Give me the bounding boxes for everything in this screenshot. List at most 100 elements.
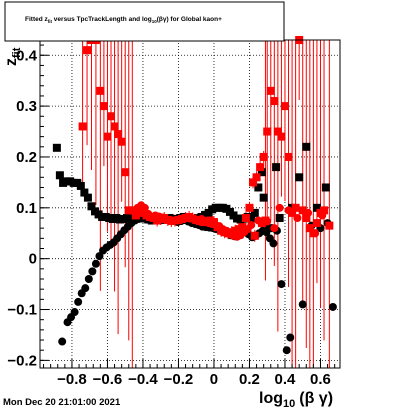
- data-point-square: [312, 203, 321, 212]
- data-point-square: [80, 188, 89, 197]
- data-point-circle: [304, 208, 313, 217]
- data-point-square: [273, 127, 282, 136]
- data-point-square: [325, 221, 334, 230]
- data-point-circle: [282, 346, 291, 355]
- data-point-square: [295, 173, 304, 182]
- y-tick-label: −0.2: [7, 352, 37, 369]
- data-point-circle: [254, 216, 263, 225]
- x-tick-label: −0.2: [164, 371, 194, 388]
- data-point-square: [52, 143, 61, 152]
- data-point-square: [107, 112, 116, 121]
- data-point-circle: [262, 228, 271, 237]
- data-point-circle: [298, 300, 307, 309]
- data-point-square: [238, 223, 247, 232]
- data-point-square: [263, 127, 272, 136]
- data-point-circle: [328, 302, 337, 311]
- x-tick-label: 0.2: [239, 371, 260, 388]
- y-tick-label: 0.3: [16, 98, 37, 115]
- data-point-square: [320, 206, 329, 215]
- data-point-square: [284, 152, 293, 161]
- data-point-circle: [286, 333, 295, 342]
- data-point-square: [250, 231, 259, 240]
- y-tick-label: 0: [29, 251, 37, 268]
- data-point-square: [264, 224, 273, 233]
- data-point-circle: [88, 267, 97, 276]
- data-point-square: [288, 208, 297, 217]
- x-tick-label: 0.4: [275, 371, 297, 388]
- data-point-square: [128, 206, 137, 215]
- data-point-square: [266, 86, 275, 95]
- data-point-square: [78, 122, 87, 131]
- data-point-square: [241, 213, 250, 222]
- data-point-circle: [284, 206, 293, 215]
- data-point-square: [131, 211, 140, 220]
- data-point-circle: [74, 297, 83, 306]
- data-point-circle: [81, 284, 90, 293]
- data-point-circle: [91, 259, 100, 268]
- data-point-square: [103, 132, 112, 141]
- data-point-square: [83, 193, 92, 202]
- data-point-circle: [311, 229, 320, 238]
- data-point-square: [277, 132, 286, 141]
- data-point-circle: [247, 221, 256, 230]
- data-point-circle: [293, 213, 302, 222]
- data-point-square: [87, 202, 96, 211]
- data-point-square: [272, 163, 281, 172]
- x-tick-label: −0.4: [128, 371, 158, 388]
- y-axis-title: zfit: [3, 47, 23, 66]
- data-point-square: [249, 178, 258, 187]
- chart-title: Fitted zfit versus TpcTrackLength and lo…: [25, 16, 222, 24]
- data-point-circle: [277, 280, 286, 289]
- data-point-square: [298, 206, 307, 215]
- data-point-square: [250, 208, 259, 217]
- data-point-square: [83, 46, 92, 55]
- y-tick-label: −0.1: [7, 302, 37, 319]
- data-point-square: [121, 168, 130, 177]
- data-point-square: [245, 203, 254, 212]
- data-point-circle: [263, 217, 272, 226]
- data-point-square: [110, 122, 119, 131]
- data-point-circle: [58, 337, 67, 346]
- data-point-square: [96, 86, 105, 95]
- y-tick-label: 0.1: [16, 200, 37, 217]
- data-point-circle: [70, 308, 79, 317]
- data-point-square: [117, 137, 126, 146]
- data-point-square: [254, 183, 263, 192]
- data-point-square: [259, 152, 268, 161]
- x-axis-title: log10 (β γ): [259, 390, 333, 409]
- data-point-square: [302, 213, 311, 222]
- data-point-circle: [140, 203, 149, 212]
- data-point-square: [99, 102, 108, 111]
- data-point-square: [259, 193, 268, 202]
- title-box: [4, 1, 285, 42]
- grid-lines: [40, 40, 340, 368]
- data-point-square: [270, 97, 279, 106]
- x-tick-label: 0: [210, 371, 218, 388]
- x-tick-label: −0.8: [57, 371, 87, 388]
- axes: −0.8 −0.6 −0.4 −0.2 0 0.2 0.4 0.6 −0.2 −0.1 0 0.1 0.…: [7, 44, 336, 388]
- data-point-square: [291, 203, 300, 212]
- y-tick-label: 0.2: [16, 149, 37, 166]
- data-point-circle: [318, 211, 327, 220]
- data-point-square: [280, 102, 289, 111]
- timestamp-label: Mon Dec 20 21:01:00 2021: [3, 397, 121, 408]
- data-marks: [52, 36, 337, 355]
- data-point-square: [275, 213, 284, 222]
- data-point-square: [302, 142, 311, 151]
- data-point-square: [114, 130, 123, 139]
- data-point-square: [55, 171, 64, 180]
- data-point-square: [257, 168, 266, 177]
- data-point-square: [247, 214, 256, 223]
- data-point-circle: [270, 224, 279, 233]
- x-tick-label: −0.6: [93, 371, 123, 388]
- data-point-square: [305, 224, 314, 233]
- data-point-circle: [84, 275, 93, 284]
- data-point-square: [321, 183, 330, 192]
- data-point-square: [252, 173, 261, 182]
- data-point-circle: [158, 213, 167, 222]
- data-point-circle: [269, 239, 278, 248]
- y-tick-label: 0.4: [16, 47, 38, 64]
- data-point-square: [76, 181, 85, 190]
- data-point-square: [256, 163, 265, 172]
